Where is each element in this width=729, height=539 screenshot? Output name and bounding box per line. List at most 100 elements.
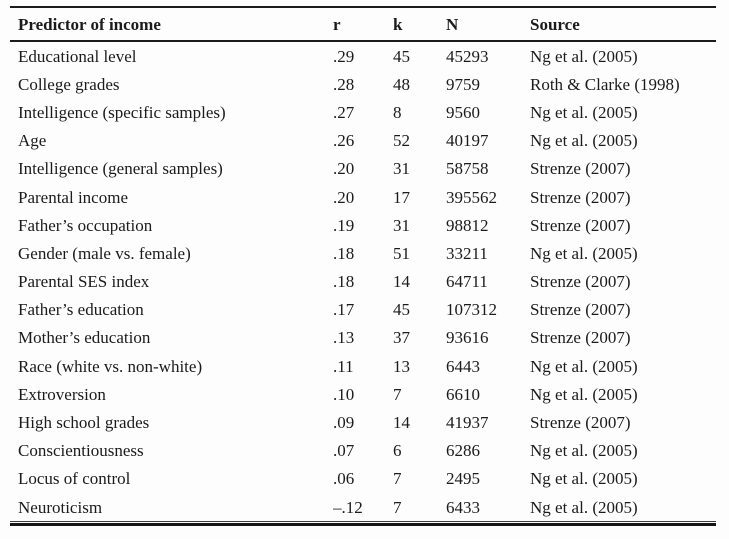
table-row: Intelligence (general samples) .20 31 58758… [10, 155, 716, 183]
column-header-r: r [333, 6, 393, 42]
column-header-k: k [393, 6, 446, 42]
cell-k: 7 [393, 497, 402, 517]
cell-predictor: Intelligence (specific samples) [18, 102, 226, 122]
cell-r: .13 [333, 328, 355, 348]
cell-n: 9759 [446, 74, 480, 94]
cell-source: Ng et al. (2005) [530, 469, 638, 489]
cell-k: 45 [393, 300, 410, 320]
table-row: Mother’s education .13 37 93616 Strenze (200… [10, 324, 716, 352]
cell-source: Ng et al. (2005) [530, 243, 638, 263]
cell-source: Strenze (2007) [530, 328, 631, 348]
cell-source: Ng et al. (2005) [530, 102, 638, 122]
table-row: Extroversion .10 7 6610 Ng et al. (2005) [10, 380, 716, 408]
table-row: Parental income .20 17 395562 Strenze (2007) [10, 183, 716, 211]
cell-r: .18 [333, 243, 355, 263]
cell-n: 93616 [446, 328, 489, 348]
cell-predictor: Parental income [18, 187, 128, 207]
cell-predictor: Gender (male vs. female) [18, 243, 191, 263]
cell-n: 6610 [446, 384, 480, 404]
data-table: Predictor of income r k N Source Educati… [10, 6, 716, 522]
cell-source: Strenze (2007) [530, 159, 631, 179]
cell-r: .19 [333, 215, 355, 235]
cell-r: .06 [333, 469, 355, 489]
cell-r: .07 [333, 441, 355, 461]
cell-n: 64711 [446, 272, 488, 292]
income-predictors-table: Predictor of income r k N Source Educati… [10, 6, 716, 527]
cell-source: Strenze (2007) [530, 413, 631, 433]
cell-n: 2495 [446, 469, 480, 489]
cell-r: .11 [333, 356, 354, 376]
cell-k: 51 [393, 243, 410, 263]
cell-source: Roth & Clarke (1998) [530, 74, 680, 94]
table-row: Locus of control .06 7 2495 Ng et al. (2005) [10, 465, 716, 493]
cell-r: .09 [333, 413, 355, 433]
table-row: High school grades .09 14 41937 Strenze (200… [10, 408, 716, 436]
cell-r: .18 [333, 272, 355, 292]
cell-n: 6286 [446, 441, 480, 461]
cell-r: .10 [333, 384, 355, 404]
cell-k: 13 [393, 356, 410, 376]
cell-predictor: Educational level [18, 46, 137, 66]
cell-r: .28 [333, 74, 355, 94]
cell-source: Strenze (2007) [530, 300, 631, 320]
cell-n: 33211 [446, 243, 488, 263]
cell-predictor: Parental SES index [18, 272, 150, 292]
cell-n: 45293 [446, 46, 489, 66]
cell-r: .17 [333, 300, 355, 320]
cell-predictor: Locus of control [18, 469, 131, 489]
table-row: Race (white vs. non-white) .11 13 6443 Ng et… [10, 352, 716, 380]
cell-predictor: College grades [18, 74, 120, 94]
cell-r: .27 [333, 102, 355, 122]
cell-source: Strenze (2007) [530, 272, 631, 292]
cell-n: 40197 [446, 131, 489, 151]
cell-k: 52 [393, 131, 410, 151]
table-row: Conscientiousness .07 6 6286 Ng et al. (2005… [10, 437, 716, 465]
cell-predictor: Extroversion [18, 384, 106, 404]
cell-predictor: Mother’s education [18, 328, 151, 348]
cell-source: Ng et al. (2005) [530, 441, 638, 461]
header-row: Predictor of income r k N Source [10, 6, 716, 42]
cell-k: 14 [393, 413, 410, 433]
cell-predictor: Race (white vs. non-white) [18, 356, 203, 376]
cell-r: –.12 [333, 497, 363, 517]
cell-k: 31 [393, 159, 410, 179]
cell-k: 31 [393, 215, 410, 235]
cell-n: 395562 [446, 187, 497, 207]
table-header: Predictor of income r k N Source [10, 6, 716, 42]
cell-r: .20 [333, 159, 355, 179]
table-row: Intelligence (specific samples) .27 8 9560 N… [10, 98, 716, 126]
cell-k: 7 [393, 384, 402, 404]
cell-r: .20 [333, 187, 355, 207]
cell-n: 98812 [446, 215, 489, 235]
cell-predictor: High school grades [18, 413, 150, 433]
cell-n: 6433 [446, 497, 480, 517]
cell-source: Ng et al. (2005) [530, 497, 638, 517]
cell-k: 7 [393, 469, 402, 489]
table-row: Parental SES index .18 14 64711 Strenze (200… [10, 268, 716, 296]
table-row: Gender (male vs. female) .18 51 33211 Ng et … [10, 239, 716, 267]
cell-k: 37 [393, 328, 410, 348]
table-row: College grades .28 48 9759 Roth & Clarke (19… [10, 70, 716, 98]
cell-source: Ng et al. (2005) [530, 384, 638, 404]
cell-source: Ng et al. (2005) [530, 356, 638, 376]
table-row: Father’s occupation .19 31 98812 Strenze (20… [10, 211, 716, 239]
cell-k: 45 [393, 46, 410, 66]
cell-predictor: Conscientiousness [18, 441, 144, 461]
bottom-rule [10, 523, 716, 527]
cell-n: 107312 [446, 300, 497, 320]
cell-source: Strenze (2007) [530, 187, 631, 207]
cell-n: 58758 [446, 159, 489, 179]
cell-source: Ng et al. (2005) [530, 46, 638, 66]
table-row: Neuroticism –.12 7 6433 Ng et al. (2005) [10, 493, 716, 522]
cell-r: .26 [333, 131, 355, 151]
table-body: Educational level .29 45 45293 Ng et al. (20… [10, 41, 716, 522]
cell-predictor: Age [18, 131, 47, 151]
table-row: Father’s education .17 45 107312 Strenze (20… [10, 296, 716, 324]
cell-source: Ng et al. (2005) [530, 131, 638, 151]
column-header-source: Source [530, 6, 716, 42]
cell-predictor: Father’s education [18, 300, 144, 320]
cell-r: .29 [333, 46, 355, 66]
column-header-predictor: Predictor of income [10, 6, 333, 42]
cell-predictor: Father’s occupation [18, 215, 153, 235]
cell-predictor: Intelligence (general samples) [18, 159, 223, 179]
